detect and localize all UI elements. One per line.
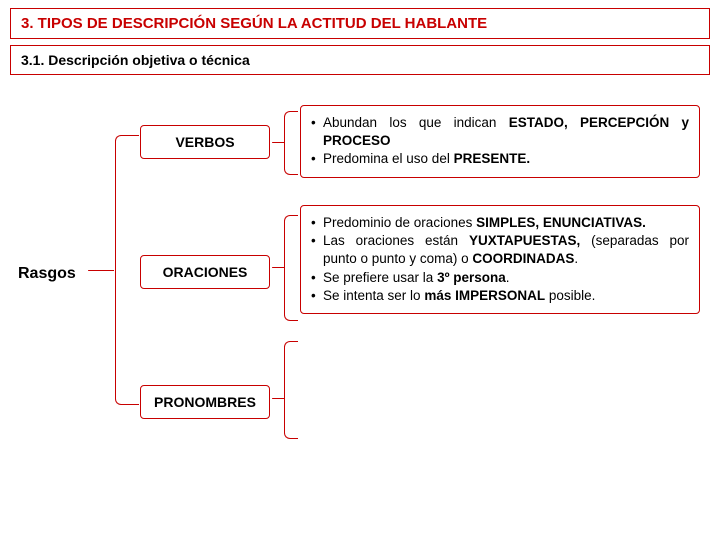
big-list: Predominio de oraciones SIMPLES, ENUNCIA… — [311, 214, 689, 305]
list-item: Predomina el uso del PRESENTE. — [311, 150, 689, 168]
bracket-pronombres-stem — [272, 398, 284, 399]
bracket-main — [115, 135, 139, 405]
list-item: Predominio de oraciones SIMPLES, ENUNCIA… — [311, 214, 689, 232]
list-item: Se intenta ser lo más IMPERSONAL posible… — [311, 287, 689, 305]
desc-verbos: Abundan los que indican ESTADO, PERCEPCI… — [300, 105, 700, 178]
verbos-list: Abundan los que indican ESTADO, PERCEPCI… — [311, 114, 689, 169]
node-pronombres: PRONOMBRES — [140, 385, 270, 419]
section-header: 3. TIPOS DE DESCRIPCIÓN SEGÚN LA ACTITUD… — [10, 8, 710, 39]
bracket-verbos-stem — [272, 142, 284, 143]
node-oraciones: ORACIONES — [140, 255, 270, 289]
subsection-header: 3.1. Descripción objetiva o técnica — [10, 45, 710, 75]
list-item: Se prefiere usar la 3º persona. — [311, 269, 689, 287]
bracket-verbos — [284, 111, 298, 175]
list-item: Abundan los que indican ESTADO, PERCEPCI… — [311, 114, 689, 150]
bracket-pronombres — [284, 341, 298, 439]
bracket-oraciones-stem — [272, 267, 284, 268]
desc-oraciones-pronombres: Predominio de oraciones SIMPLES, ENUNCIA… — [300, 205, 700, 314]
bracket-main-stem — [88, 270, 114, 271]
root-label: Rasgos — [18, 265, 76, 283]
bracket-oraciones — [284, 215, 298, 321]
node-verbos: VERBOS — [140, 125, 270, 159]
list-item: Las oraciones están YUXTAPUESTAS, (separ… — [311, 232, 689, 268]
diagram-canvas: Rasgos VERBOS ORACIONES PRONOMBRES Abund… — [0, 75, 720, 543]
